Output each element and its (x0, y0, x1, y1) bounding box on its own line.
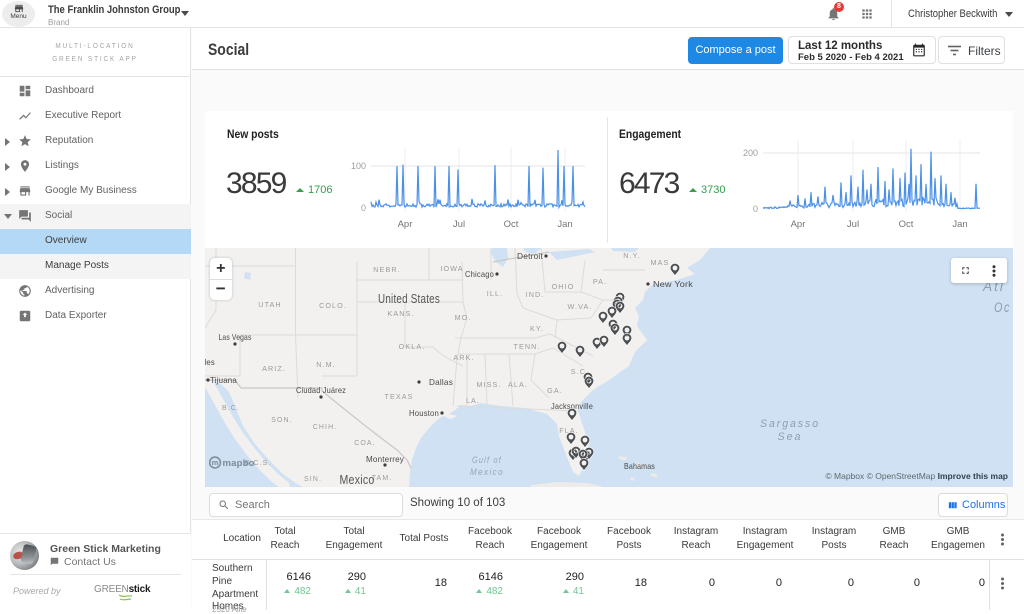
svg-text:SON.: SON. (271, 417, 293, 424)
svg-text:New York: New York (653, 279, 694, 289)
svg-text:Dallas: Dallas (429, 377, 453, 387)
svg-text:ILL.: ILL. (487, 289, 503, 298)
svg-text:CHIH.: CHIH. (313, 424, 338, 431)
svg-text:Mexico: Mexico (470, 467, 504, 477)
svg-text:OKLA.: OKLA. (399, 342, 426, 351)
svg-text:TENN.: TENN. (513, 342, 540, 351)
svg-text:ALA.: ALA. (508, 380, 528, 389)
svg-text:Atl: Atl (982, 279, 1005, 294)
svg-text:B.C.S.: B.C.S. (245, 460, 272, 467)
svg-text:KY.: KY. (530, 324, 544, 333)
svg-text:Mexico: Mexico (340, 472, 375, 487)
svg-text:mapbox: mapbox (223, 458, 256, 469)
svg-text:PA.: PA. (593, 277, 607, 286)
svg-text:ARK.: ARK. (453, 353, 474, 362)
svg-text:Detroit: Detroit (517, 251, 543, 261)
svg-text:LA.: LA. (466, 396, 480, 405)
svg-text:MISS.: MISS. (476, 380, 501, 389)
svg-text:B.C.: B.C. (222, 405, 240, 412)
svg-text:Chicago: Chicago (465, 269, 494, 279)
svg-text:GA.: GA. (547, 386, 563, 395)
svg-text:IOWA: IOWA (440, 264, 463, 273)
svg-text:KANS.: KANS. (387, 309, 414, 318)
svg-text:NEBR.: NEBR. (373, 265, 400, 274)
svg-text:IND.: IND. (526, 290, 545, 299)
svg-text:Sea: Sea (778, 431, 803, 443)
svg-text:UTAH: UTAH (258, 300, 281, 309)
svg-text:Monterrey: Monterrey (366, 454, 405, 464)
svg-text:Bahamas: Bahamas (624, 461, 655, 471)
svg-text:N.M.: N.M. (316, 360, 336, 369)
svg-text:Oc: Oc (994, 300, 1011, 315)
svg-text:COLO.: COLO. (319, 301, 347, 310)
svg-text:OHIO: OHIO (552, 282, 575, 291)
svg-text:MO.: MO. (455, 313, 472, 322)
svg-text:COA.: COA. (354, 440, 376, 447)
svg-text:ngeles: ngeles (205, 357, 215, 367)
svg-text:Jacksonville: Jacksonville (551, 401, 593, 411)
svg-text:S.C.: S.C. (571, 367, 589, 376)
svg-text:FLA.: FLA. (559, 426, 579, 435)
svg-text:SIN.: SIN. (304, 476, 322, 483)
svg-text:MAS: MAS (651, 258, 670, 267)
svg-text:Sargasso: Sargasso (760, 418, 820, 430)
svg-text:TEXAS: TEXAS (384, 392, 413, 401)
svg-text:m: m (212, 458, 219, 467)
svg-text:Las Vegas: Las Vegas (219, 332, 252, 342)
svg-text:Tijuana: Tijuana (210, 375, 237, 385)
svg-text:United States: United States (378, 291, 440, 306)
svg-text:Gulf of: Gulf of (472, 455, 502, 465)
svg-text:Houston: Houston (409, 408, 439, 418)
svg-text:N.Y.: N.Y. (623, 251, 640, 260)
svg-text:ARIZ.: ARIZ. (262, 364, 286, 373)
svg-text:W.VA.: W.VA. (568, 302, 593, 311)
svg-text:Ciudad Juárez: Ciudad Juárez (296, 385, 346, 395)
svg-text:TAM.: TAM. (372, 475, 393, 482)
